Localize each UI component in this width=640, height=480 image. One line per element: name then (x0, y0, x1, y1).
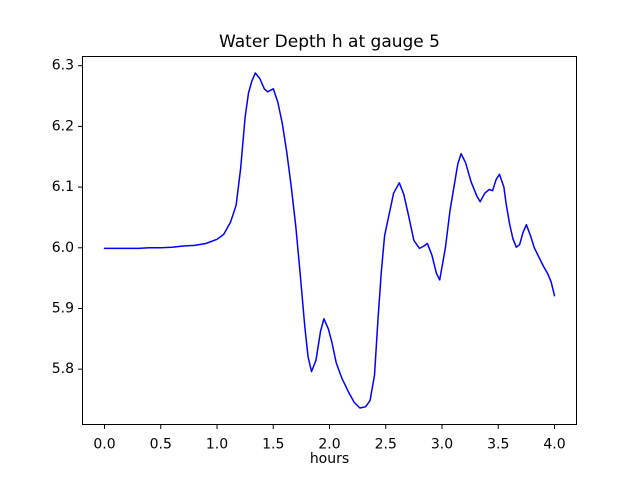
x-tick-label: 2.0 (318, 437, 340, 453)
water-depth-line (103, 72, 556, 409)
x-tick-label: 0.0 (93, 437, 115, 453)
axis-ticks (78, 65, 555, 429)
y-tick-label: 6.3 (52, 58, 74, 74)
x-tick-label: 3.0 (431, 437, 453, 453)
x-tick-label: 2.5 (375, 437, 397, 453)
y-tick-label: 6.2 (52, 118, 74, 134)
y-tick-label: 6.0 (52, 240, 74, 256)
x-tick-label: 0.5 (150, 437, 172, 453)
axis-tick-labels: 0.0 0.5 1.0 1.5 2.0 2.5 3.0 3.5 4.0 5.8 5.9 6.0 6.1 6… (52, 58, 566, 453)
x-tick-label: 3.5 (487, 437, 509, 453)
x-tick-label: 1.5 (262, 437, 284, 453)
y-tick-label: 5.9 (52, 300, 74, 316)
x-axis-label: hours (309, 451, 350, 467)
y-tick-label: 6.1 (52, 179, 74, 195)
plot-frame (82, 56, 577, 425)
chart-title: Water Depth h at gauge 5 (219, 32, 440, 52)
x-tick-label: 4.0 (543, 437, 565, 453)
x-tick-label: 1.0 (206, 437, 228, 453)
y-tick-label: 5.8 (52, 361, 74, 377)
